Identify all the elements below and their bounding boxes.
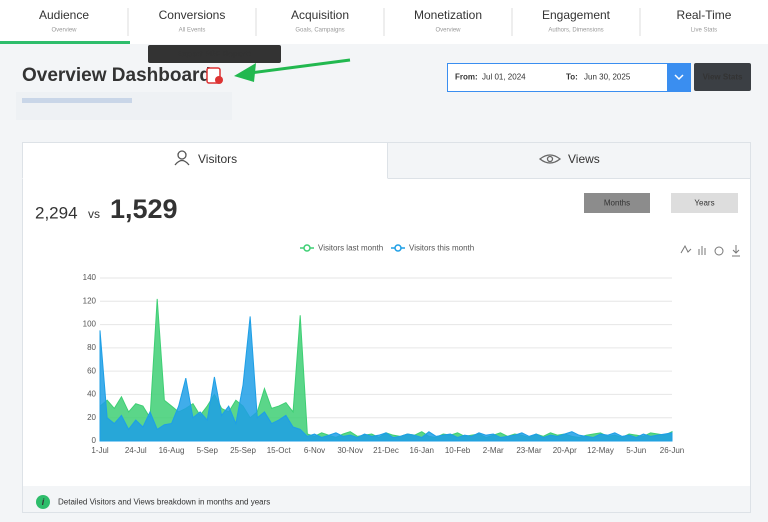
months-button[interactable] [584,193,650,213]
x-tick-label: 15-Oct [267,446,292,455]
y-tick-label: 20 [87,413,96,422]
view-stats-text: View Stats [703,73,743,82]
x-tick-label: 20-Apr [553,446,577,455]
nav-label[interactable]: Audience [39,8,89,22]
arrow-head [234,63,256,82]
to-date: Jun 30, 2025 [584,73,631,82]
years-text: Years [694,199,714,208]
pdf-icon[interactable] [206,67,223,84]
nav-sub: Live Stats [691,28,717,34]
blurred-link [16,92,232,120]
nav-sub: All Events [179,28,206,34]
x-tick-label: 23-Mar [516,446,542,455]
info-icon [36,495,50,509]
area [99,316,673,442]
nav-label[interactable]: Acquisition [291,8,349,22]
x-tick-label: 16-Aug [159,446,185,455]
tooltip-text: Export PDF Report! [177,50,251,59]
eye-icon [538,154,562,164]
previous-total: 2,294 [35,203,78,222]
y-tick-label: 140 [83,273,97,282]
from-label: From: [455,73,478,82]
chart: 0 20 40 60 80 100 120 140 1-Jul 24-Jul 16-Aug 5-Sep… [83,244,685,456]
user-icon [174,150,190,166]
chart-toolbar[interactable] [680,244,740,257]
y-tick-label: 0 [92,436,97,445]
view-stats-button[interactable] [694,63,751,91]
dropdown-icon [674,74,684,81]
footer-text: Detailed Visitors and Views breakdown in… [58,498,270,507]
x-tick-label: 1-Jul [91,446,109,455]
x-tick-label: 16-Jan [410,446,434,455]
active-tab-underline [0,41,130,44]
y-tick-label: 120 [83,296,97,305]
x-tick-label: 5-Sep [197,446,219,455]
visitors-tab-text[interactable]: Visitors [198,152,237,166]
nav-label[interactable]: Conversions [159,8,226,22]
nav: Audience Overview Conversions All Events Acq… [39,8,732,36]
x-tick-label: 21-Dec [373,446,399,455]
blurred-link-text [22,98,132,103]
views-tab-text[interactable]: Views [568,152,600,166]
arrow [249,58,351,75]
nav-sub: Overview [51,28,77,34]
x-tick-label: 2-Mar [483,446,504,455]
y-tick-label: 40 [87,390,96,399]
nav-sub: Authors, Dimensions [548,28,603,34]
legend-marker [394,244,402,252]
area [99,298,673,442]
legend-text[interactable]: Visitors last month [318,244,383,253]
to-label: To: [566,73,578,82]
x-tick-label: 6-Nov [304,446,325,455]
months-text: Months [604,199,630,208]
years-button[interactable] [671,193,738,213]
x-tick-label: 12-May [587,446,614,455]
x-tick-label: 10-Feb [445,446,471,455]
tooltip [148,45,281,63]
nav-sub: Overview [435,28,461,34]
footer-bar [23,486,750,512]
views-tab[interactable] [387,142,751,179]
nav-label[interactable]: Monetization [414,8,482,22]
vs: vs [88,207,100,221]
nav-label[interactable]: Real-Time [677,8,732,22]
from-date: Jul 01, 2024 [482,73,526,82]
nav-label[interactable]: Engagement [542,8,611,22]
legend-text[interactable]: Visitors this month [409,244,474,253]
y-tick-label: 100 [83,320,97,329]
current-total: 1,529 [110,194,178,224]
page-title: Overview Dashboard [22,65,211,86]
nav-sub: Goals, Campaigns [295,28,344,34]
x-tick-label: 24-Jul [125,446,147,455]
x-tick-label: 30-Nov [337,446,363,455]
x-tick-label: 5-Jun [626,446,646,455]
info-icon-glyph: i [42,497,45,507]
x-tick-label: 25-Sep [230,446,256,455]
y-tick-label: 60 [87,366,96,375]
x-tick-label: 26-Jun [660,446,684,455]
y-tick-label: 80 [87,343,96,352]
dropdown-button[interactable] [667,64,691,91]
legend-marker [303,244,311,252]
